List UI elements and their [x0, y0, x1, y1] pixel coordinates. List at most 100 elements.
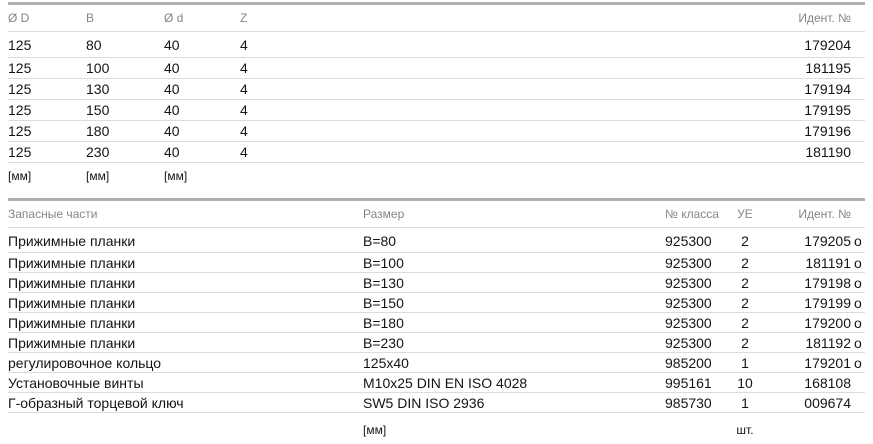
table-cell: шт. — [736, 423, 754, 437]
table-cell: 179205 o — [767, 227, 865, 253]
col-header-width-b: B — [86, 5, 164, 32]
spare-parts-table: Запасные части Размер № класса УЕ Идент.… — [8, 201, 865, 442]
table-cell: 925300 — [665, 227, 723, 253]
table-cell: SW5 DIN ISO 2936 — [363, 392, 665, 413]
table-cell: 925300 — [665, 252, 723, 273]
table-cell: 179194 — [735, 78, 865, 100]
table-row: Установочные винты M10x25 DIN EN ISO 4028… — [8, 372, 865, 393]
table-cell: B=100 — [363, 252, 665, 273]
ident-number: 179204 — [804, 37, 851, 53]
spare-parts-table-body: Прижимные планки B=80 925300 2 179205 o Прижим… — [8, 227, 865, 413]
dimensions-table-body: 125 80 40 4 179204 125 100 40 4 181195 125 130 40 4 17… — [8, 31, 865, 163]
table-row: Прижимные планки B=100 925300 2 181191 o — [8, 252, 865, 273]
spare-parts-header-row: Запасные части Размер № класса УЕ Идент.… — [8, 201, 865, 228]
ident-suffix: o — [854, 354, 862, 371]
ident-number: 179198 — [804, 274, 851, 291]
table-cell: 40 — [164, 57, 240, 79]
table-cell: [мм] — [8, 168, 32, 183]
table-cell: B=230 — [363, 332, 665, 353]
table-row: Прижимные планки B=180 925300 2 179200 o — [8, 312, 865, 333]
table-cell: 180 — [86, 120, 164, 142]
ident-number: 009674 — [804, 394, 851, 411]
table-cell: 995161 — [665, 372, 723, 393]
ident-number: 179194 — [804, 81, 851, 97]
ident-number: 179195 — [804, 102, 851, 118]
table-cell: 179199 o — [767, 292, 865, 313]
ident-suffix: o — [854, 232, 862, 249]
table-cell: 4 — [240, 120, 735, 142]
table-cell: 985730 — [665, 392, 723, 413]
ident-number: 179200 — [804, 314, 851, 331]
table-cell: 2 — [723, 312, 767, 333]
col-header-size: Размер — [363, 201, 665, 228]
table-cell: 4 — [240, 31, 735, 58]
table-cell: 925300 — [665, 292, 723, 313]
ident-number: 181192 — [805, 334, 851, 351]
table-cell: 130 — [86, 78, 164, 100]
table-row: Прижимные планки B=230 925300 2 181192 o — [8, 332, 865, 353]
table-cell: 100 — [86, 57, 164, 79]
table-cell: B=180 — [363, 312, 665, 333]
table-cell: 985200 — [665, 352, 723, 373]
col-header-teeth-z: Z — [240, 5, 735, 32]
ident-number: 181191 — [805, 254, 851, 271]
dimensions-table-header-bar — [8, 2, 865, 5]
ident-suffix: o — [854, 294, 862, 311]
table-cell: 179204 — [735, 31, 865, 58]
table-cell: 2 — [723, 272, 767, 293]
table-cell: 181190 — [735, 141, 865, 163]
table-cell: 2 — [723, 252, 767, 273]
ident-suffix: o — [854, 334, 862, 351]
table-cell: B=150 — [363, 292, 665, 313]
col-header-ident-no: Идент. № — [735, 5, 865, 32]
table-row: 125 150 40 4 179195 — [8, 99, 865, 121]
table-cell: [мм] — [363, 423, 387, 437]
table-cell: 125 — [8, 57, 86, 79]
table-cell: Прижимные планки — [8, 272, 363, 293]
ident-number: 179205 — [804, 232, 851, 249]
table-cell: 4 — [240, 57, 735, 79]
table-cell: 4 — [240, 78, 735, 100]
table-row: Прижимные планки B=130 925300 2 179198 o — [8, 272, 865, 293]
table-cell: 125 — [8, 31, 86, 58]
table-cell: 40 — [164, 99, 240, 121]
ident-suffix: o — [854, 274, 862, 291]
dimensions-table-head: Ø D B Ø d Z Идент. № — [8, 5, 865, 32]
table-cell: 2 — [723, 332, 767, 353]
table-cell: 4 — [240, 99, 735, 121]
table-cell: 125 — [8, 99, 86, 121]
table-cell: 1 — [723, 392, 767, 413]
ident-number: 168108 — [804, 374, 851, 391]
table-cell: 80 — [86, 31, 164, 58]
table-cell — [8, 413, 363, 443]
table-cell: [мм] — [164, 168, 188, 183]
ident-suffix: o — [854, 314, 862, 331]
spare-parts-table-head: Запасные части Размер № класса УЕ Идент.… — [8, 201, 865, 228]
table-row: [мм] шт. — [8, 413, 865, 443]
table-cell: 1 — [723, 352, 767, 373]
table-cell: [мм] — [86, 168, 110, 183]
table-cell — [767, 413, 865, 443]
table-cell: 181192 o — [767, 332, 865, 353]
table-row: 125 80 40 4 179204 — [8, 31, 865, 58]
ident-number: 179199 — [804, 294, 851, 311]
table-cell — [240, 163, 735, 187]
table-cell: Прижимные планки — [8, 332, 363, 353]
col-header-packing-unit: УЕ — [723, 201, 767, 228]
table-cell: регулировочное кольцо — [8, 352, 363, 373]
col-header-outer-diameter-d: Ø D — [8, 5, 86, 32]
table-cell: 2 — [723, 227, 767, 253]
table-cell: Прижимные планки — [8, 227, 363, 253]
table-cell: Установочные винты — [8, 372, 363, 393]
table-cell: 168108 — [767, 372, 865, 393]
ident-suffix: o — [854, 254, 862, 271]
table-row: Г-образный торцевой ключ SW5 DIN ISO 2936… — [8, 392, 865, 413]
dimensions-table: Ø D B Ø d Z Идент. № 125 80 40 4 179204 125 10… — [8, 5, 865, 186]
table-row: 125 180 40 4 179196 — [8, 120, 865, 142]
tables-gap — [8, 186, 865, 198]
table-cell: 925300 — [665, 312, 723, 333]
table-cell: 40 — [164, 120, 240, 142]
col-header-class-no: № класса — [665, 201, 723, 228]
table-cell: 150 — [86, 99, 164, 121]
